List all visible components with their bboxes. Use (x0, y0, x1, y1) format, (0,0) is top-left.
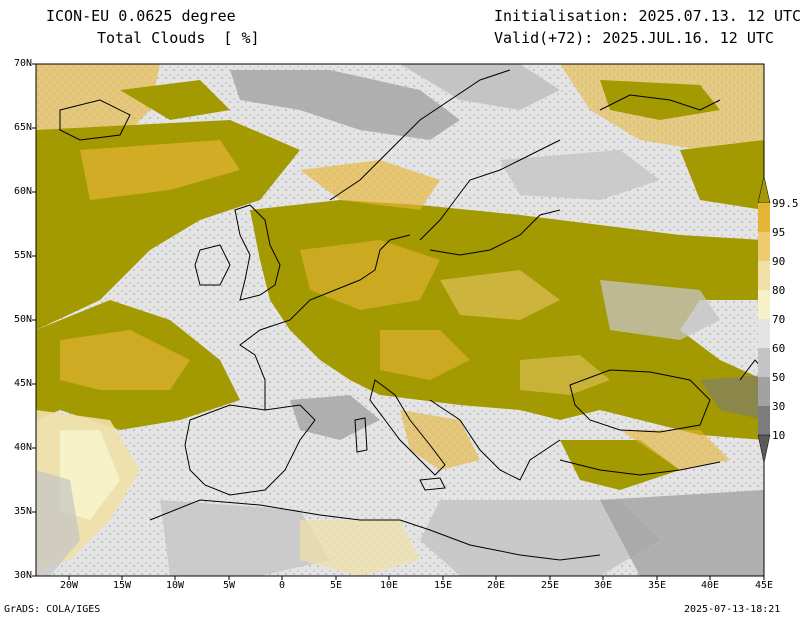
lon-label: 40E (700, 580, 720, 591)
init-time: Initialisation: 2025.07.13. 12 UTC (494, 7, 800, 25)
colorbar-swatch (758, 232, 770, 261)
lon-label: 20E (486, 580, 506, 591)
lat-label: 55N (13, 250, 32, 261)
colorbar-bottom-arrow (757, 434, 771, 464)
valid-time: Valid(+72): 2025.JUL.16. 12 UTC (494, 29, 774, 47)
lat-label: 35N (13, 506, 32, 517)
field-title: Total Clouds [ %] (97, 29, 260, 47)
colorbar-label: 80 (772, 284, 786, 297)
lat-label: 70N (13, 58, 32, 69)
lat-label: 40N (13, 442, 32, 453)
colorbar-label: 60 (772, 342, 786, 355)
colorbar-label: 50 (772, 371, 786, 384)
colorbar (757, 175, 771, 464)
lon-label: 45E (754, 580, 774, 591)
lat-label: 60N (13, 186, 32, 197)
colorbar-label: 99.5 (772, 197, 799, 210)
footer-timestamp: 2025-07-13-18:21 (684, 604, 781, 615)
model-title: ICON-EU 0.0625 degree (46, 7, 236, 25)
axis-ticks (32, 63, 765, 580)
lon-label: 35E (647, 580, 667, 591)
lat-label: 30N (13, 570, 32, 581)
lon-label: 10E (379, 580, 399, 591)
lon-label: 10W (165, 580, 185, 591)
coastlines (59, 69, 765, 561)
cloud-field (36, 64, 764, 576)
colorbar-swatch (758, 406, 770, 435)
lat-label: 45N (13, 378, 32, 389)
colorbar-swatch (758, 377, 770, 406)
colorbar-swatch (758, 348, 770, 377)
lat-label: 65N (13, 122, 32, 133)
footer-credit: GrADS: COLA/IGES (4, 604, 101, 615)
lon-label: 25E (540, 580, 560, 591)
lon-label: 0 (278, 580, 286, 591)
lon-label: 15E (433, 580, 453, 591)
lon-label: 20W (59, 580, 79, 591)
colorbar-label: 10 (772, 429, 786, 442)
colorbar-label: 95 (772, 226, 786, 239)
colorbar-label: 70 (772, 313, 786, 326)
colorbar-swatch (758, 290, 770, 319)
colorbar-swatch (758, 261, 770, 290)
lon-label: 15W (112, 580, 132, 591)
lon-label: 30E (593, 580, 613, 591)
colorbar-swatch (758, 203, 770, 232)
lon-label: 5E (329, 580, 343, 591)
colorbar-swatch (758, 319, 770, 348)
lat-label: 50N (13, 314, 32, 325)
colorbar-label: 90 (772, 255, 786, 268)
lon-label: 5W (222, 580, 236, 591)
colorbar-label: 30 (772, 400, 786, 413)
